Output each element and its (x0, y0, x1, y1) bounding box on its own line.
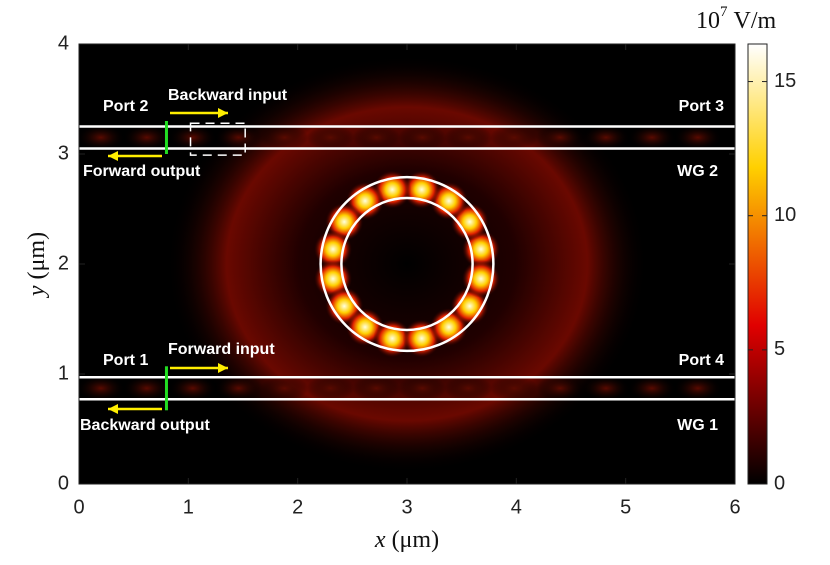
guide-spot (214, 375, 263, 402)
colorbar-tick-label: 15 (774, 70, 796, 92)
guide-spot (673, 124, 722, 151)
y-unit: (μm) (24, 232, 50, 280)
guide-spot (306, 375, 355, 402)
ring-edge (340, 196, 474, 332)
guide-spot (79, 124, 125, 151)
guide-spot (398, 375, 447, 402)
monitor-box (189, 122, 246, 156)
colorbar-title: 107 V/m (696, 4, 777, 33)
annotation: Port 2 (103, 98, 148, 115)
y-tick-label: 0 (58, 472, 69, 494)
field-map (79, 44, 735, 484)
annotation: WG 1 (677, 417, 718, 434)
guide-spot (444, 375, 493, 402)
annotation: Port 1 (103, 352, 148, 369)
x-axis-label: x (μm) (374, 527, 439, 553)
annotation: Forward input (168, 341, 275, 358)
guide-spot (581, 124, 631, 151)
y-tick-label: 2 (58, 252, 69, 274)
colorbar-tick-label: 5 (774, 338, 785, 360)
guide-spot (444, 124, 493, 151)
guide-spot (536, 375, 585, 402)
colorbar-tick-label: 10 (774, 204, 796, 226)
guide-spot (79, 375, 125, 402)
guide-spot (673, 375, 722, 402)
guide-spot (168, 375, 217, 402)
annotation: Port 3 (679, 98, 724, 115)
guide-spot (627, 375, 676, 402)
guide-spot (122, 375, 171, 402)
guide-spot (214, 124, 263, 151)
colorbar (747, 43, 768, 485)
guide-spot (536, 124, 585, 151)
guide-spot (168, 124, 217, 151)
ring-glow (166, 55, 648, 473)
cb-exponent: 7 (720, 4, 728, 20)
guide-spot (352, 124, 401, 151)
guide-spot (260, 124, 309, 151)
x-tick-label: 3 (401, 496, 412, 518)
guide-spot (122, 124, 171, 151)
colorbar-tick-label: 0 (774, 472, 785, 494)
cb-unit: V/m (734, 8, 777, 34)
annotation: WG 2 (677, 163, 718, 180)
annotation: Forward output (83, 163, 201, 180)
guide-spot (490, 375, 539, 402)
y-tick-label: 3 (58, 142, 69, 164)
y-tick-label: 4 (58, 32, 69, 54)
arrow-head (218, 108, 228, 118)
guide-spot (352, 375, 401, 402)
x-var: x (374, 527, 386, 553)
annotation: Backward output (80, 417, 210, 434)
cb-base: 10 (696, 8, 720, 34)
x-tick-label: 0 (73, 496, 84, 518)
x-tick-label: 4 (511, 496, 522, 518)
arrow-head (108, 404, 118, 414)
guide-spot (260, 375, 309, 402)
x-tick-label: 1 (183, 496, 194, 518)
x-tick-label: 2 (292, 496, 303, 518)
annotation: Port 4 (679, 352, 724, 369)
guide-spot (306, 124, 355, 151)
x-tick-label: 5 (620, 496, 631, 518)
guide-spot (490, 124, 539, 151)
guide-spot (581, 375, 631, 402)
x-tick-label: 6 (729, 496, 740, 518)
annotation: Backward input (168, 87, 288, 104)
y-var: y (24, 285, 50, 298)
x-unit: (μm) (392, 527, 440, 553)
arrow-head (108, 151, 118, 161)
guide-spot (398, 124, 447, 151)
y-axis-label: y (μm) (24, 232, 50, 298)
arrow-head (218, 363, 228, 373)
ring-edge (319, 175, 495, 353)
guide-spot (627, 124, 676, 151)
y-tick-label: 1 (58, 362, 69, 384)
